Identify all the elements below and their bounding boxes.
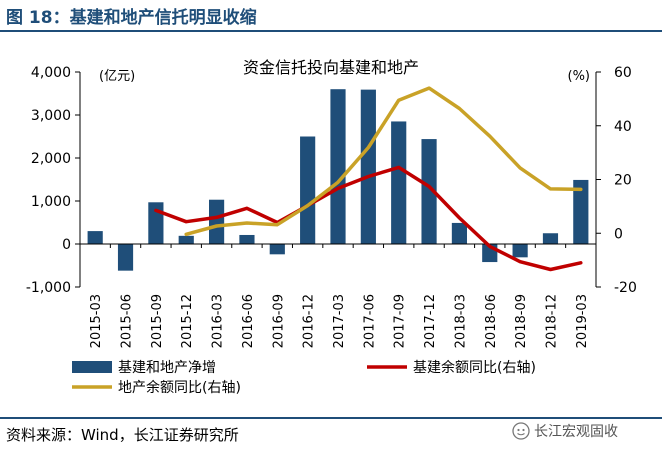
line-series [154,86,583,272]
x-tick-label: 2017-06 [362,294,377,348]
bar-2017-09 [391,121,407,244]
bar-2016-06 [239,234,255,244]
bar-2018-12 [542,233,559,244]
left-tick-label: 2,000 [31,151,71,167]
bar-2016-12 [300,136,316,244]
right-tick-label: -20 [614,280,637,296]
x-tick-label: 2018-12 [544,294,559,348]
bar-2017-06 [360,89,376,244]
x-tick-label: 2015-12 [180,294,195,348]
x-tick-label: 2017-09 [393,294,408,348]
x-tick-label: 2018-03 [453,294,468,348]
line-1 [154,165,583,272]
legend: 基建和地产净增 基建余额同比(右轴) 地产余额同比(右轴) [72,359,536,396]
right-tick-label: 0 [614,226,623,242]
legend-label-0: 基建和地产净增 [118,359,216,376]
chart-title: 资金信托投向基建和地产 [243,58,419,77]
watermark: 长江宏观固收 [512,421,618,441]
left-tick-label: -1,000 [26,280,71,296]
watermark-text: 长江宏观固收 [534,424,618,440]
wechat-icon [512,422,530,440]
figure-title: 图 18：基建和地产信托明显收缩 [6,8,257,28]
right-tick-label: 40 [614,119,632,135]
x-tick-label: 2016-12 [302,294,317,348]
bar-2015-03 [87,231,103,244]
x-tick-label: 2019-03 [575,294,590,348]
x-axis-ticks: 2015-03 2015-06 2015-09 2015-12 2016-03 2016-… [79,244,597,348]
bar-2015-09 [148,202,164,244]
legend-label-1: 基建余额同比(右轴) [413,359,536,376]
bar-series [87,89,589,271]
left-tick-label: 4,000 [31,65,71,81]
line-2 [184,86,583,237]
right-axis-unit: (%) [568,69,591,84]
right-tick-label: 60 [614,65,632,81]
title-rule [0,30,662,32]
bar-2018-03 [451,222,467,244]
bar-2015-12 [178,235,194,244]
left-tick-label: 3,000 [31,108,71,124]
left-axis-ticks: -1,000 0 1,000 2,000 3,000 4,000 [26,65,80,296]
bar-2019-03 [573,179,589,244]
x-tick-label: 2016-09 [271,294,286,348]
right-axis-ticks: -20 0 20 40 60 [596,65,637,296]
bar-2017-12 [421,139,437,244]
x-tick-label: 2018-06 [484,294,499,348]
x-tick-label: 2018-09 [514,294,529,348]
bar-2015-06 [117,244,134,271]
source-note: 资料来源：Wind，长江证券研究所 [6,426,239,444]
bar-2016-03 [209,199,225,244]
bar-2016-09 [269,244,285,255]
source-rule [0,417,662,419]
left-axis-unit: (亿元) [99,69,135,84]
x-tick-label: 2016-06 [241,294,256,348]
x-tick-label: 2015-09 [150,294,165,348]
x-tick-label: 2016-03 [211,294,226,348]
left-tick-label: 0 [62,237,71,253]
x-tick-label: 2015-03 [89,294,104,348]
bar-2017-03 [330,89,346,244]
legend-swatch-0 [72,361,112,373]
legend-label-2: 地产余额同比(右轴) [118,379,241,396]
x-tick-label: 2017-03 [332,294,347,348]
bar-2018-09 [512,244,528,258]
right-tick-label: 20 [614,173,632,189]
x-tick-label: 2017-12 [423,294,438,348]
left-tick-label: 1,000 [31,194,71,210]
x-tick-label: 2015-06 [120,294,135,348]
